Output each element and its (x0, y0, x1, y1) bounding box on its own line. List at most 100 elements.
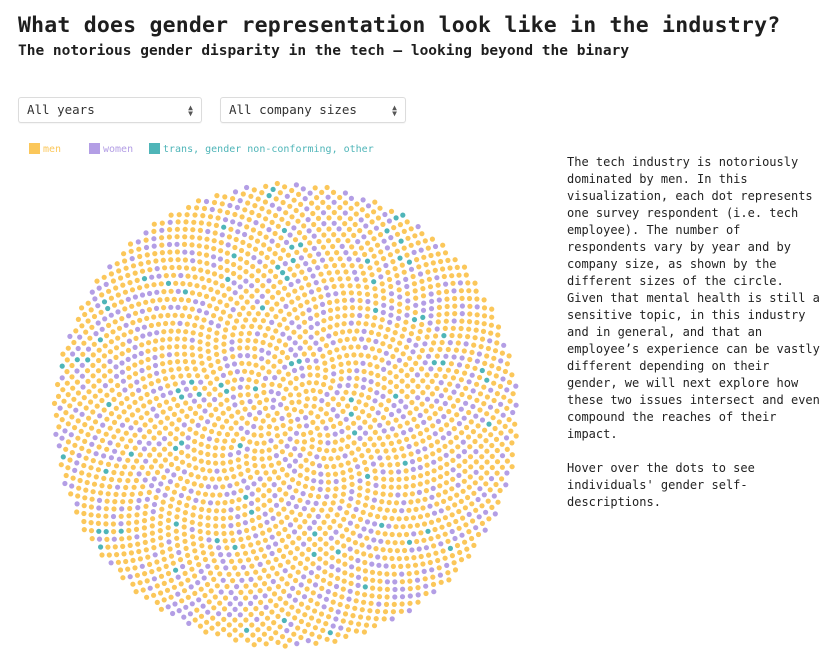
respondent-dot[interactable] (367, 265, 373, 271)
respondent-dot[interactable] (368, 247, 374, 253)
respondent-dot[interactable] (195, 373, 201, 379)
respondent-dot[interactable] (233, 236, 239, 243)
respondent-dot[interactable] (159, 345, 165, 351)
respondent-dot[interactable] (231, 270, 237, 277)
respondent-dot[interactable] (88, 520, 94, 526)
respondent-dot[interactable] (441, 273, 447, 280)
respondent-dot[interactable] (139, 464, 145, 470)
respondent-dot[interactable] (306, 536, 313, 542)
respondent-dot[interactable] (437, 474, 444, 480)
respondent-dot[interactable] (146, 489, 152, 495)
respondent-dot[interactable] (286, 593, 292, 599)
respondent-dot[interactable] (338, 462, 344, 468)
respondent-dot[interactable] (190, 359, 197, 365)
respondent-dot[interactable] (165, 604, 171, 610)
respondent-dot[interactable] (274, 433, 280, 439)
respondent-dot[interactable] (316, 238, 322, 245)
respondent-dot[interactable] (99, 292, 105, 298)
respondent-dot[interactable] (232, 211, 238, 218)
respondent-dot[interactable] (144, 578, 150, 584)
respondent-dot[interactable] (106, 552, 112, 558)
respondent-dot[interactable] (382, 211, 388, 218)
respondent-dot[interactable] (321, 381, 327, 388)
respondent-dot[interactable] (456, 472, 462, 478)
respondent-dot[interactable] (404, 219, 410, 225)
respondent-dot[interactable] (494, 340, 500, 346)
respondent-dot[interactable] (268, 438, 274, 444)
respondent-dot[interactable] (194, 315, 200, 321)
respondent-dot[interactable] (421, 521, 428, 527)
respondent-dot[interactable] (107, 425, 113, 431)
respondent-dot[interactable] (260, 283, 266, 289)
respondent-dot[interactable] (491, 493, 497, 499)
respondent-dot[interactable] (291, 329, 297, 335)
respondent-dot[interactable] (375, 554, 381, 560)
respondent-dot[interactable] (192, 366, 198, 372)
respondent-dot[interactable] (470, 388, 476, 394)
respondent-dot[interactable] (104, 536, 110, 543)
respondent-dot[interactable] (97, 337, 103, 343)
respondent-dot[interactable] (369, 561, 375, 567)
respondent-dot[interactable] (375, 530, 381, 536)
respondent-dot[interactable] (440, 548, 446, 554)
respondent-dot[interactable] (127, 505, 133, 512)
respondent-dot[interactable] (235, 571, 241, 577)
respondent-dot[interactable] (230, 332, 236, 338)
respondent-dot[interactable] (484, 377, 490, 383)
respondent-dot[interactable] (287, 573, 293, 579)
respondent-dot[interactable] (295, 590, 301, 596)
respondent-dot[interactable] (296, 324, 302, 330)
respondent-dot[interactable] (367, 362, 373, 368)
respondent-dot[interactable] (56, 443, 62, 449)
respondent-dot[interactable] (280, 247, 286, 253)
respondent-dot[interactable] (355, 464, 361, 470)
respondent-dot[interactable] (360, 270, 366, 276)
respondent-dot[interactable] (411, 317, 418, 323)
respondent-dot[interactable] (79, 362, 85, 368)
respondent-dot[interactable] (231, 490, 237, 496)
respondent-dot[interactable] (472, 480, 478, 486)
respondent-dot[interactable] (475, 531, 482, 538)
respondent-dot[interactable] (328, 606, 334, 613)
respondent-dot[interactable] (251, 455, 257, 461)
respondent-dot[interactable] (342, 210, 348, 216)
respondent-dot[interactable] (151, 435, 157, 441)
respondent-dot[interactable] (204, 260, 210, 266)
respondent-dot[interactable] (317, 546, 323, 552)
respondent-dot[interactable] (422, 238, 428, 244)
respondent-dot[interactable] (310, 273, 316, 279)
respondent-dot[interactable] (346, 537, 352, 543)
respondent-dot[interactable] (428, 442, 434, 449)
respondent-dot[interactable] (205, 341, 211, 347)
respondent-dot[interactable] (83, 487, 89, 493)
respondent-dot[interactable] (245, 557, 252, 563)
respondent-dot[interactable] (422, 341, 428, 347)
respondent-dot[interactable] (197, 227, 203, 233)
respondent-dot[interactable] (454, 264, 460, 270)
respondent-dot[interactable] (401, 326, 407, 332)
respondent-dot[interactable] (99, 437, 106, 444)
respondent-dot[interactable] (106, 288, 112, 294)
respondent-dot[interactable] (189, 418, 195, 424)
respondent-dot[interactable] (300, 491, 306, 497)
legend-item-women[interactable]: women (89, 143, 133, 155)
respondent-dot[interactable] (210, 254, 217, 260)
respondent-dot[interactable] (472, 280, 478, 286)
respondent-dot[interactable] (393, 417, 399, 423)
respondent-dot[interactable] (79, 470, 85, 476)
respondent-dot[interactable] (285, 559, 291, 565)
respondent-dot[interactable] (262, 511, 268, 517)
respondent-dot[interactable] (233, 637, 239, 643)
respondent-dot[interactable] (411, 555, 417, 561)
respondent-dot[interactable] (400, 351, 406, 357)
respondent-dot[interactable] (111, 396, 117, 402)
respondent-dot[interactable] (307, 451, 313, 457)
respondent-dot[interactable] (213, 530, 219, 537)
respondent-dot[interactable] (387, 462, 393, 468)
respondent-dot[interactable] (474, 304, 480, 310)
respondent-dot[interactable] (403, 476, 409, 482)
respondent-dot[interactable] (138, 261, 144, 267)
respondent-dot[interactable] (401, 245, 407, 251)
respondent-dot[interactable] (229, 339, 235, 345)
respondent-dot[interactable] (334, 298, 340, 304)
